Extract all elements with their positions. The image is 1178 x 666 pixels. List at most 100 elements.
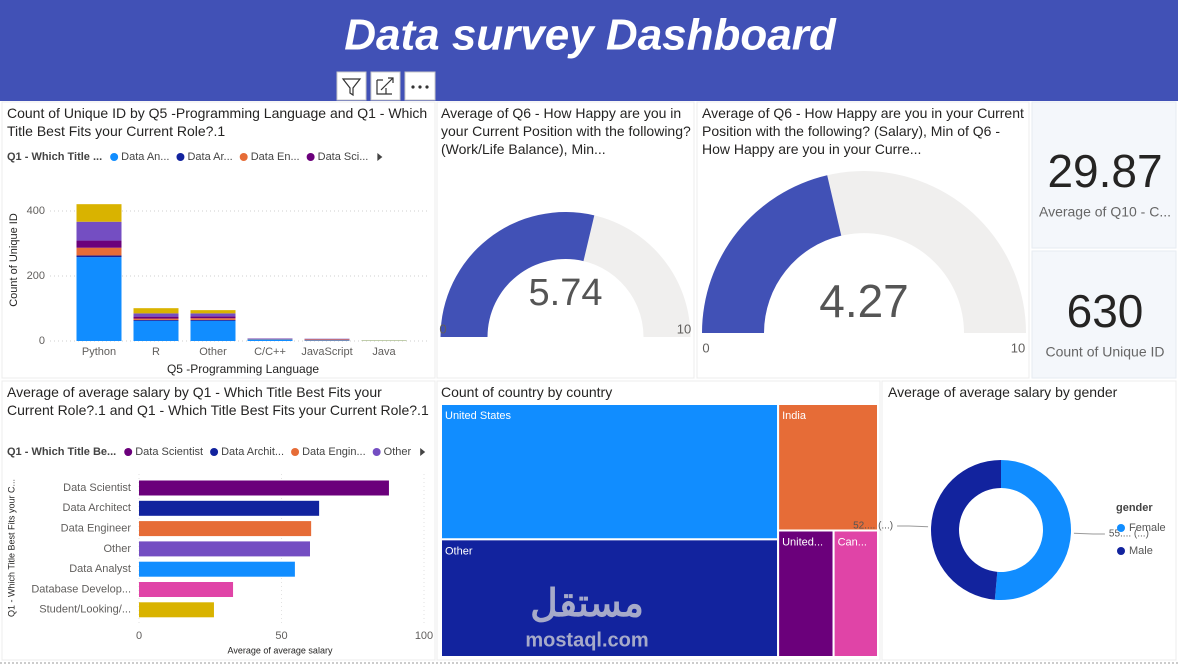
chart-title: Average of average salary by gender	[888, 384, 1118, 400]
bar-segment	[247, 339, 293, 341]
more-dot	[418, 85, 422, 89]
y-tick-label: Data Architect	[63, 502, 131, 514]
treemap-tile	[777, 529, 835, 658]
bar	[139, 521, 312, 537]
gauge-min: 0	[439, 321, 446, 336]
bar	[139, 561, 295, 577]
legend-title: Q1 - Which Title ...	[7, 151, 102, 163]
x-tick-label: Other	[199, 346, 227, 358]
legend-swatch	[110, 153, 119, 161]
treemap-tile	[440, 403, 780, 541]
toolbar	[336, 71, 436, 101]
bar-segment	[133, 316, 179, 319]
gauge-max: 10	[1011, 340, 1025, 355]
donut-slice	[994, 460, 1072, 600]
legend-label: Female	[1129, 522, 1166, 534]
legend-label: Data Engin...	[302, 446, 366, 458]
data-label: 52.... (...)	[853, 521, 893, 532]
y-axis-title: Count of Unique ID	[8, 213, 20, 307]
dashboard-title: Data survey Dashboard	[344, 11, 837, 60]
x-tick-label: C/C++	[254, 346, 286, 358]
bar-segment	[190, 310, 236, 314]
treemap-tile	[777, 403, 879, 532]
bar-segment	[190, 313, 236, 317]
x-axis-title: Q5 -Programming Language	[167, 362, 319, 376]
legend-label: Data Archit...	[221, 446, 284, 458]
legend-swatch	[1117, 547, 1125, 555]
y-axis-title: Q1 - Which Title Best Fits your C...	[6, 479, 16, 617]
chart-title: Average of Q6 - How Happy are you in you…	[441, 105, 691, 157]
leader-line	[897, 525, 929, 528]
focus-icon	[376, 77, 394, 95]
card-panel	[1031, 101, 1177, 249]
gauge-fill	[440, 212, 595, 337]
gauge-min: 0	[702, 340, 709, 355]
legend-label: Male	[1129, 545, 1153, 557]
x-tick-label: 50	[275, 630, 287, 642]
bar-segment	[133, 308, 179, 314]
panel	[1, 380, 436, 661]
chart-title: Count of country by country	[441, 384, 613, 400]
chart-title: Average of Q6 - How Happy are you in you…	[702, 105, 1024, 157]
bar	[139, 480, 389, 496]
y-tick-label: Database Develop...	[31, 583, 131, 595]
legend-more-arrow	[377, 153, 383, 161]
panel	[881, 380, 1177, 661]
legend-swatch	[176, 153, 185, 161]
x-tick-label: 100	[415, 630, 433, 642]
bar-segment	[76, 221, 122, 241]
filter-button[interactable]	[336, 71, 367, 101]
bar-segment	[76, 257, 122, 341]
data-label: 55.... (...)	[1109, 529, 1149, 540]
legend-label: Other	[384, 446, 412, 458]
bar-segment	[76, 240, 122, 248]
bar-segment	[190, 316, 236, 319]
card-panel	[1031, 250, 1177, 379]
treemap-label: United States	[445, 410, 512, 422]
legend-more-arrow	[420, 448, 426, 456]
legend-title: gender	[1116, 502, 1153, 514]
y-tick-label: Student/Looking/...	[39, 604, 131, 616]
watermark-latin: mostaql.com	[525, 629, 648, 651]
treemap-label: India	[782, 410, 807, 422]
y-tick-label: 400	[27, 205, 45, 217]
gauge-value: 4.27	[819, 275, 909, 327]
treemap-tile	[832, 529, 879, 658]
bar-segment	[190, 319, 236, 321]
x-tick-label: Java	[372, 346, 396, 358]
treemap-label: United...	[782, 536, 823, 548]
bar	[139, 582, 234, 597]
chart-title: Average of average salary by Q1 - Which …	[7, 384, 429, 418]
bar-segment	[133, 319, 179, 321]
gauge-max: 10	[677, 321, 691, 336]
y-tick-label: 0	[39, 335, 45, 347]
legend-swatch	[1117, 524, 1125, 532]
y-tick-label: Data Scientist	[63, 482, 131, 494]
header-bar	[0, 0, 1178, 101]
treemap-tile	[440, 538, 780, 658]
legend-swatch	[239, 153, 248, 161]
y-tick-label: Data Analyst	[69, 563, 131, 575]
bar	[139, 602, 214, 618]
x-tick-label: 0	[136, 630, 142, 642]
treemap-label: Can...	[838, 536, 867, 548]
watermark-arabic: مستقل	[530, 583, 644, 625]
gauge-fill	[702, 175, 842, 333]
bar	[139, 541, 310, 557]
x-axis-title: Average of average salary	[228, 645, 333, 655]
legend-swatch	[306, 153, 315, 161]
bar-segment	[304, 339, 350, 341]
card-label: Count of Unique ID	[1045, 344, 1164, 360]
legend-swatch	[372, 448, 381, 456]
bar-segment	[190, 320, 236, 341]
treemap-label: Other	[445, 545, 473, 557]
donut-slice	[931, 460, 1001, 600]
card-value: 630	[1067, 285, 1144, 337]
more-dot	[425, 85, 429, 89]
y-tick-label: Data Engineer	[61, 523, 132, 535]
bar-segment	[304, 338, 350, 340]
bar-segment	[76, 255, 122, 258]
y-tick-label: 200	[27, 270, 45, 282]
